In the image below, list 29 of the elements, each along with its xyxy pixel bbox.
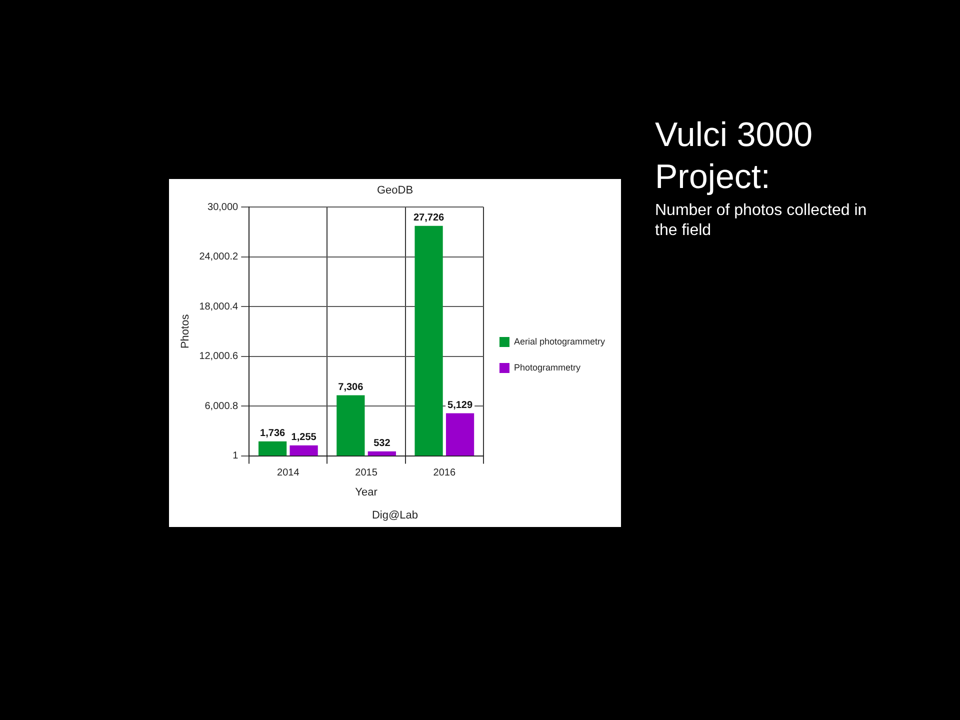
bar — [368, 451, 396, 456]
y-tick-label: 18,000.4 — [199, 301, 239, 312]
bar — [258, 441, 287, 456]
y-axis-title: Photos — [180, 314, 192, 349]
text: GeoDB — [376, 184, 414, 197]
data-label: 5,129 — [448, 400, 473, 412]
bar — [290, 445, 318, 456]
y-tick-label: 30,000 — [208, 202, 239, 213]
legend-label: Photogrammetry — [514, 362, 581, 372]
text: Number of photos collected in the field — [655, 201, 868, 241]
x-tick-label: 2014 — [277, 468, 300, 479]
x-tick-label: 2015 — [355, 468, 378, 479]
data-label: 1,736 — [260, 428, 286, 440]
bar — [336, 395, 365, 456]
legend-label: Aerial photogrammetry — [514, 336, 606, 346]
y-tick-label: 12,000.6 — [199, 351, 239, 362]
data-label: 532 — [374, 438, 391, 450]
y-tick-label: 6,000.8 — [204, 400, 239, 412]
data-label: 1,255 — [291, 432, 317, 444]
text: Vulci 3000 Project: — [655, 115, 814, 198]
bar — [414, 226, 443, 456]
bar — [446, 413, 474, 456]
x-axis-title: Year — [355, 486, 378, 498]
x-tick-label: 2016 — [433, 468, 456, 479]
data-label: 27,726 — [413, 212, 445, 224]
y-tick-label: 1 — [232, 450, 239, 462]
text: Dig@Lab — [372, 510, 418, 522]
data-label: 7,306 — [338, 382, 364, 393]
y-tick-label: 24,000.2 — [199, 252, 239, 263]
